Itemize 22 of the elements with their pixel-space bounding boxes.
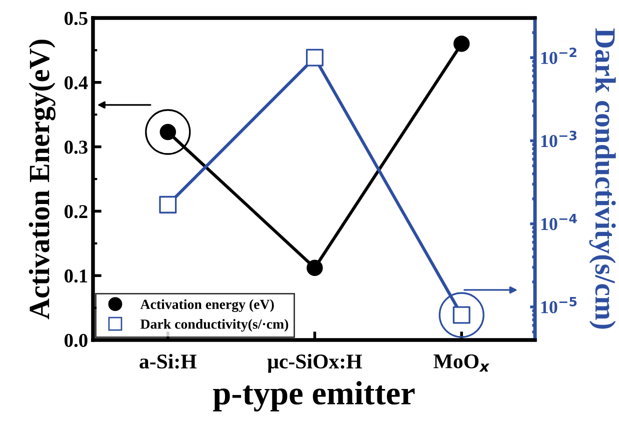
point xyxy=(306,260,323,276)
y-tick-label: 0.1 xyxy=(64,269,88,283)
y2-axis-title: Dark conductivity(s/cm) xyxy=(589,28,616,329)
x-axis-title: p-type emitter xyxy=(213,381,415,412)
y-tick-label: 0.4 xyxy=(64,76,88,90)
point xyxy=(453,36,470,52)
x-tick-label: a-Si:H xyxy=(140,354,196,369)
y2-tick-label: 10$^{−2}$ xyxy=(541,48,576,64)
x-tick-label: MoO$_{x}$ xyxy=(434,354,490,372)
x-tick-label: μc-SiOx:H xyxy=(267,354,362,373)
point xyxy=(306,48,324,66)
y-tick-label: 0.0 xyxy=(64,334,88,348)
legend-label: Activation energy (eV) xyxy=(140,299,274,312)
y2-tick-label: 10$^{−4}$ xyxy=(541,214,577,230)
point xyxy=(159,196,177,214)
y-tick-label: 0.2 xyxy=(64,205,88,218)
y2-tick-label: 10$^{−3}$ xyxy=(541,130,576,148)
y2-tick-label: 10$^{−5}$ xyxy=(541,296,577,314)
y-tick-label: 0.5 xyxy=(64,12,88,26)
y-axis-title: Activation Energy(eV) xyxy=(28,40,56,320)
legend-label: Dark conductivity(s/·cm) xyxy=(140,319,288,332)
y-tick-label: 0.3 xyxy=(64,140,88,154)
